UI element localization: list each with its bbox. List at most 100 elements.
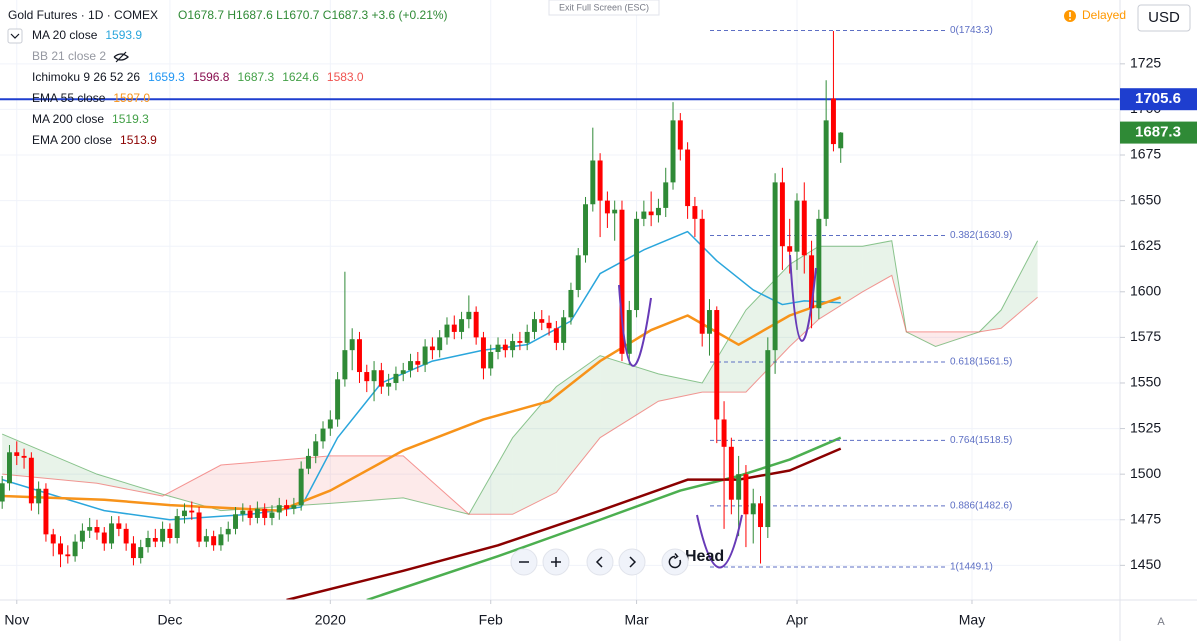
candle-body [422,346,428,365]
pattern-curves [618,254,817,569]
legend-value: 1687.3 [237,70,274,84]
y-tick-label: 1650 [1130,191,1161,207]
candle-body [94,527,100,533]
candle-body [43,488,49,535]
candle-body [801,200,807,256]
scale-mode[interactable]: A [1157,616,1165,628]
delayed: Delayed [1082,8,1126,22]
candle-body [794,200,800,252]
candle-body [743,474,749,515]
candle-body [342,350,348,380]
candle-body [349,339,355,351]
candle-body [116,523,122,529]
x-tick-label: Feb [479,612,503,628]
candle-body [211,536,217,546]
candle-body [823,120,829,219]
cloud-segment [330,455,404,504]
price-badge [1120,121,1197,144]
legend-value: 1659.3 [148,70,185,84]
candle-body [597,160,603,201]
collapse-button[interactable] [7,28,23,44]
candle-body [138,547,144,559]
scroll-left[interactable] [586,548,614,576]
candle-body [575,255,581,290]
y-tick-label: 1525 [1130,419,1161,435]
time-axis-panel [0,600,1197,641]
fib-label: 0.618(1561.5) [950,357,1012,368]
annotation: Head [685,548,724,565]
legend-name: EMA 55 close [32,91,106,105]
candle-body [262,508,268,518]
candle-body [378,370,384,387]
y-tick-label: 1575 [1130,328,1161,344]
candle-body [50,534,56,544]
candle-body [459,319,465,332]
candle-body [779,182,785,247]
candle-body [612,209,618,214]
price-badge [1120,88,1197,111]
candle-body [203,536,209,542]
legend-value: 1513.9 [120,133,157,147]
candle-body [532,319,537,332]
candle-body [699,218,705,334]
fib-label: 0.764(1518.5) [950,435,1012,446]
legend-value: 1593.9 [105,28,142,42]
fib-label: 0.382(1630.9) [950,230,1012,241]
left-icon [595,556,603,568]
x-tick-label: 2020 [315,612,346,628]
candle-body [568,289,574,318]
candle-body [145,537,151,548]
candle-body [152,537,158,542]
candle-body [167,528,173,538]
candle-body [488,351,494,369]
candle-body [473,311,479,338]
candle-body [444,324,450,338]
legend-value: 1597.0 [113,91,150,105]
candle-body [626,310,632,354]
cloud-segment [702,310,746,393]
right-icon [629,556,637,568]
y-tick-label: 1475 [1130,510,1161,526]
candle-body [553,328,559,343]
legend-value: 1519.3 [112,112,149,126]
candle-body [728,446,734,500]
candle-body [648,211,654,216]
candle-body [28,457,34,504]
candle-body [305,455,311,469]
candle-body [291,505,297,509]
currency: USD [1148,9,1180,26]
cloud-segment [162,465,221,511]
candle-body [809,255,815,309]
indicator-line [286,447,842,602]
fibonacci: 0(1743.3) 0.382(1630.9) 0.618(1561.5) 0.764… [0,25,1120,573]
legend-name: BB 21 close 2 [32,49,106,63]
candles [0,31,844,568]
candle-body [590,160,596,205]
legend-value: 1596.8 [193,70,230,84]
exit-fullscreen[interactable] [548,0,660,16]
candle-body [714,310,720,420]
scroll-right[interactable] [618,548,646,576]
currency-button[interactable] [1137,4,1191,32]
candle-body [109,523,115,544]
candle-body [101,532,107,544]
collapse-icon [10,33,20,39]
candle-body [65,554,71,557]
fib-label: 0.886(1482.6) [950,501,1012,512]
candle-body [276,505,282,513]
candle-body [758,503,763,528]
candle-body [604,200,610,214]
reset[interactable] [661,548,689,576]
candle-body [546,322,552,329]
axes: 1450 1475 1500 1525 1550 1575 1600 1625 1650 1675… [4,55,1161,628]
y-tick-label: 1550 [1130,374,1161,390]
candle-body [298,468,304,506]
candle-body [79,530,85,542]
candle-body [0,483,5,502]
grid [0,0,1120,600]
candle-body [393,373,399,383]
candle-body [415,361,421,365]
candle-body [21,455,27,458]
